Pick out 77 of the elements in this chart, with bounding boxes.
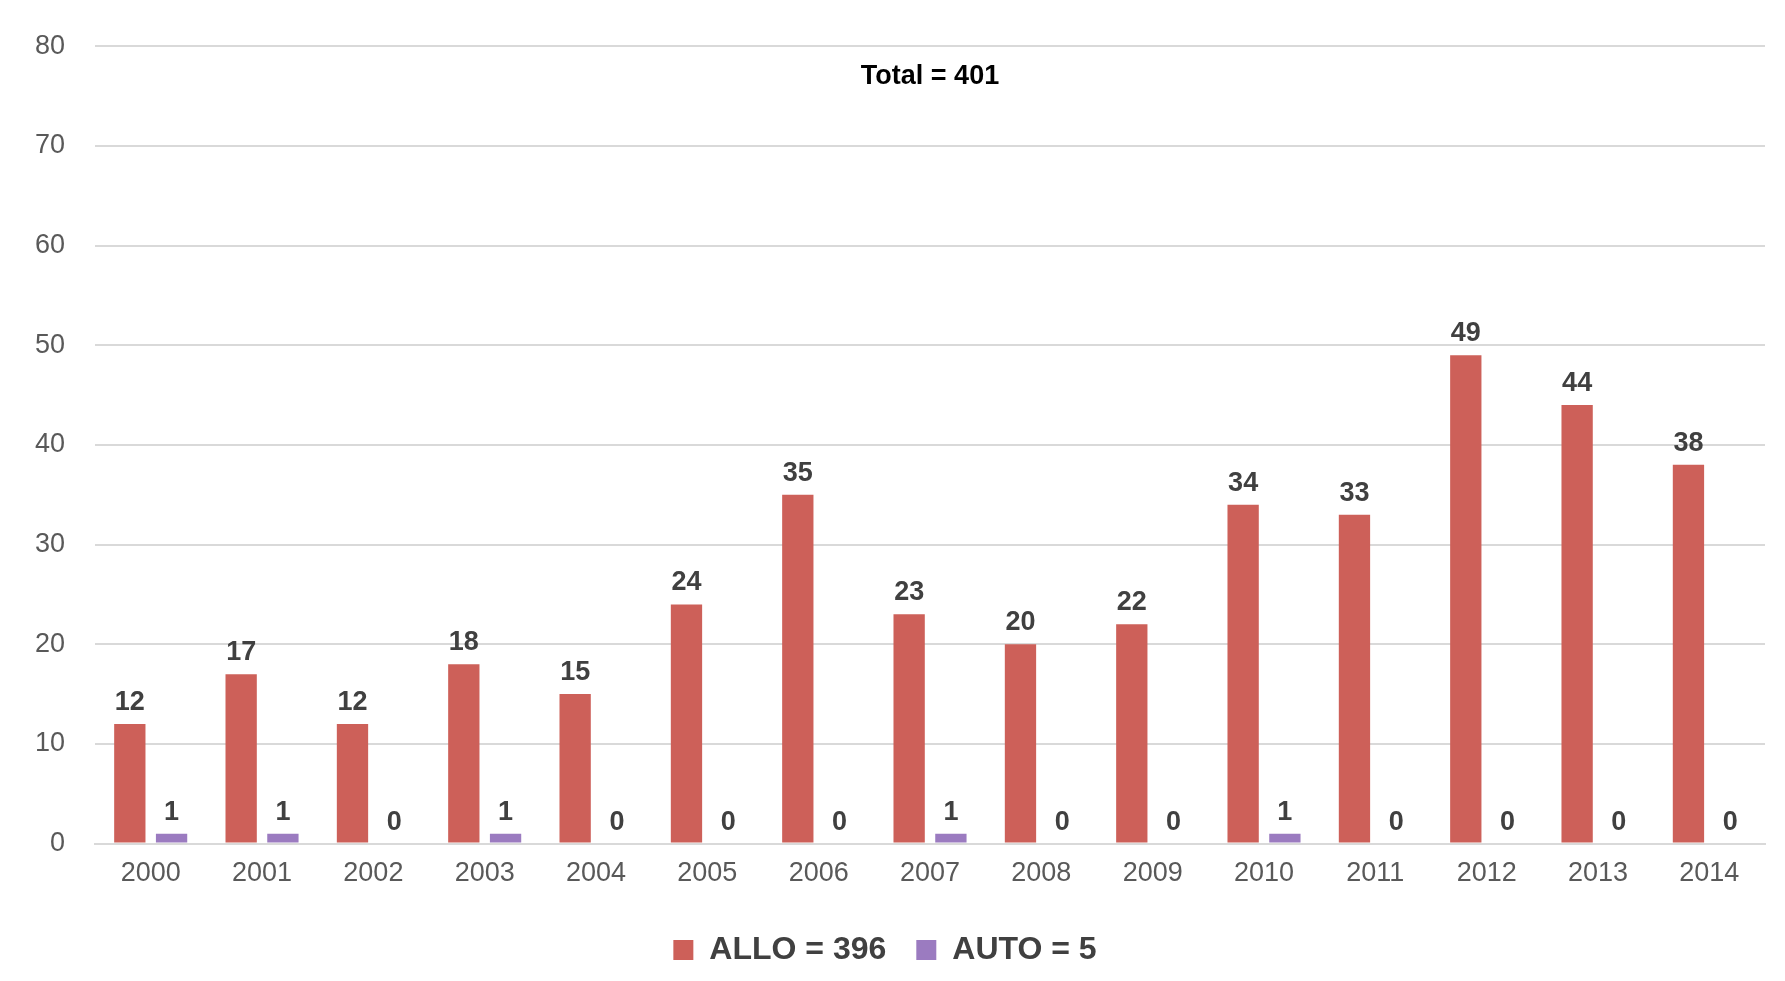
- bar: [267, 833, 299, 843]
- data-label: 1: [1277, 795, 1293, 826]
- data-label: 18: [448, 626, 479, 657]
- bar: [1004, 644, 1037, 843]
- bar: [1672, 464, 1705, 843]
- data-label: 0: [1722, 805, 1738, 836]
- x-tick-label: 2002: [343, 857, 404, 888]
- data-label: 22: [1116, 586, 1147, 617]
- bar: [1561, 405, 1593, 843]
- data-label: 15: [560, 656, 591, 687]
- bar: [559, 694, 591, 843]
- data-label: 0: [609, 805, 625, 836]
- bar: [1227, 504, 1259, 843]
- x-tick-label: 2014: [1679, 857, 1740, 888]
- y-tick-label: 0: [50, 827, 66, 858]
- x-tick-label: 2008: [1011, 857, 1072, 888]
- legend-label: AUTO = 5: [952, 929, 1097, 966]
- bar: [893, 614, 925, 843]
- data-label: 33: [1339, 476, 1370, 507]
- x-tick-label: 2012: [1456, 857, 1517, 888]
- x-tick-label: 2006: [788, 857, 849, 888]
- data-label: 1: [164, 795, 180, 826]
- bar: [1338, 514, 1371, 843]
- bar: [155, 833, 188, 843]
- data-label: 0: [1054, 805, 1070, 836]
- y-tick-label: 10: [34, 727, 66, 758]
- bar: [448, 664, 480, 843]
- data-label: 12: [337, 685, 368, 716]
- data-label: 17: [226, 636, 257, 667]
- data-label: 0: [832, 805, 848, 836]
- bar: [1116, 624, 1148, 843]
- bar: [782, 494, 814, 843]
- bar: [935, 833, 967, 843]
- data-label: 35: [782, 456, 813, 487]
- x-tick-label: 2004: [565, 857, 627, 888]
- bar: [336, 723, 369, 843]
- x-tick-label: 2005: [677, 857, 738, 888]
- data-label: 0: [1500, 805, 1516, 836]
- data-label: 12: [114, 685, 145, 716]
- data-label: 1: [498, 795, 514, 826]
- y-tick-label: 50: [34, 328, 66, 359]
- x-tick-label: 2013: [1567, 857, 1629, 888]
- data-label: 1: [275, 795, 291, 826]
- x-tick-label: 2000: [120, 857, 181, 888]
- x-tick-label: 2010: [1233, 857, 1295, 888]
- x-tick-label: 2007: [899, 857, 961, 888]
- data-label: 0: [1166, 805, 1182, 836]
- data-label: 23: [894, 576, 925, 607]
- data-label: 34: [1228, 466, 1259, 497]
- legend-label: ALLO = 396: [709, 929, 887, 966]
- text: Total = 401: [860, 59, 1000, 90]
- data-label: 49: [1450, 317, 1481, 348]
- y-tick-label: 30: [34, 528, 66, 559]
- y-tick-label: 40: [34, 428, 66, 459]
- bar: [225, 674, 257, 843]
- x-tick-label: 2009: [1122, 857, 1183, 888]
- bar: [489, 833, 522, 843]
- data-label: 24: [671, 566, 702, 597]
- data-label: 44: [1562, 366, 1593, 397]
- x-tick-label: 2003: [454, 857, 515, 888]
- bar: [114, 723, 146, 843]
- data-label: 20: [1005, 606, 1036, 637]
- data-label: 0: [1611, 805, 1627, 836]
- data-label: 38: [1673, 426, 1704, 457]
- data-label: 0: [1388, 805, 1404, 836]
- y-tick-label: 80: [34, 29, 66, 60]
- bar: [1269, 833, 1301, 843]
- data-label: 0: [386, 805, 402, 836]
- bar: [1450, 355, 1482, 843]
- y-tick-label: 60: [34, 229, 66, 259]
- data-label: 1: [943, 795, 959, 826]
- y-tick-label: 70: [34, 129, 66, 160]
- x-tick-label: 2001: [231, 857, 293, 888]
- x-tick-label: 2011: [1346, 857, 1405, 888]
- data-label: 0: [720, 805, 736, 836]
- bar: [670, 604, 703, 843]
- y-tick-label: 20: [34, 627, 66, 658]
